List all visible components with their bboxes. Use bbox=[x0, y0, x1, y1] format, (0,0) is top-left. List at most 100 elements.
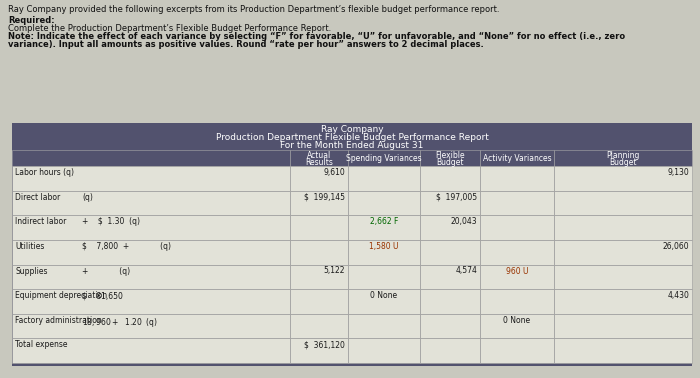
Text: 0 None: 0 None bbox=[370, 291, 398, 300]
Text: 4,430: 4,430 bbox=[667, 291, 689, 300]
Bar bbox=[290, 338, 348, 363]
Text: 26,060: 26,060 bbox=[662, 242, 689, 251]
Text: 0 None: 0 None bbox=[503, 316, 531, 325]
Bar bbox=[420, 191, 480, 215]
Text: 20,043: 20,043 bbox=[450, 217, 477, 226]
Bar bbox=[420, 338, 480, 363]
Bar bbox=[290, 166, 348, 191]
Bar bbox=[480, 338, 554, 363]
Text: Spending Variances: Spending Variances bbox=[346, 154, 422, 163]
Text: 9,130: 9,130 bbox=[667, 168, 689, 177]
Bar bbox=[12, 240, 290, 265]
Text: 960 U: 960 U bbox=[505, 266, 528, 276]
Text: Actual: Actual bbox=[307, 151, 331, 160]
Text: Required:: Required: bbox=[8, 16, 55, 25]
Text: $  197,005: $ 197,005 bbox=[436, 193, 477, 201]
Bar bbox=[348, 191, 420, 215]
Bar bbox=[12, 289, 290, 314]
Bar bbox=[420, 240, 480, 265]
Text: +             (q): + (q) bbox=[82, 266, 130, 276]
Bar bbox=[290, 289, 348, 314]
Bar bbox=[554, 215, 692, 240]
Bar bbox=[12, 215, 290, 240]
Bar bbox=[554, 191, 692, 215]
Bar bbox=[554, 314, 692, 338]
Text: Indirect labor: Indirect labor bbox=[15, 217, 66, 226]
Bar bbox=[348, 240, 420, 265]
Bar bbox=[290, 215, 348, 240]
Bar bbox=[420, 150, 480, 166]
Text: variance). Input all amounts as positive values. Round “rate per hour” answers t: variance). Input all amounts as positive… bbox=[8, 40, 484, 49]
Bar bbox=[480, 150, 554, 166]
Text: $  199,145: $ 199,145 bbox=[304, 193, 345, 201]
Bar bbox=[348, 314, 420, 338]
Text: Budget: Budget bbox=[436, 158, 463, 167]
Bar bbox=[554, 265, 692, 289]
Bar bbox=[348, 338, 420, 363]
Text: Factory administration: Factory administration bbox=[15, 316, 101, 325]
Text: For the Month Ended August 31: For the Month Ended August 31 bbox=[280, 141, 424, 150]
Bar bbox=[348, 215, 420, 240]
Text: Ray Company: Ray Company bbox=[321, 125, 384, 134]
Bar bbox=[554, 166, 692, 191]
Bar bbox=[290, 191, 348, 215]
Text: Budget: Budget bbox=[609, 158, 637, 167]
Text: Labor hours (q): Labor hours (q) bbox=[15, 168, 74, 177]
Text: 9,610: 9,610 bbox=[323, 168, 345, 177]
Text: Planning: Planning bbox=[606, 151, 640, 160]
Bar bbox=[420, 215, 480, 240]
Text: $    7,800  +             (q): $ 7,800 + (q) bbox=[82, 242, 171, 251]
Bar bbox=[12, 338, 290, 363]
Text: 4,574: 4,574 bbox=[455, 266, 477, 276]
Text: Production Department Flexible Budget Performance Report: Production Department Flexible Budget Pe… bbox=[216, 133, 489, 142]
Text: +    $  1.30  (q): + $ 1.30 (q) bbox=[82, 217, 140, 226]
Bar bbox=[348, 166, 420, 191]
Bar bbox=[480, 240, 554, 265]
Bar bbox=[290, 240, 348, 265]
Bar bbox=[554, 289, 692, 314]
Bar bbox=[480, 289, 554, 314]
Bar bbox=[480, 314, 554, 338]
Bar bbox=[554, 338, 692, 363]
Bar bbox=[480, 191, 554, 215]
Text: Supplies: Supplies bbox=[15, 266, 48, 276]
Bar bbox=[12, 265, 290, 289]
Bar bbox=[12, 166, 290, 191]
Bar bbox=[0, 0, 700, 120]
Text: (q): (q) bbox=[82, 193, 93, 201]
Text: Equipment depreciation: Equipment depreciation bbox=[15, 291, 107, 300]
Bar bbox=[348, 289, 420, 314]
Bar bbox=[12, 314, 290, 338]
Bar bbox=[554, 150, 692, 166]
Bar bbox=[12, 191, 290, 215]
Text: 1,580 U: 1,580 U bbox=[370, 242, 399, 251]
Text: 5,122: 5,122 bbox=[323, 266, 345, 276]
Text: Complete the Production Department’s Flexible Budget Performance Report.: Complete the Production Department’s Fle… bbox=[8, 24, 331, 33]
Bar bbox=[420, 289, 480, 314]
Text: Total expense: Total expense bbox=[15, 340, 67, 349]
Bar bbox=[348, 265, 420, 289]
Bar bbox=[480, 215, 554, 240]
Text: Flexible: Flexible bbox=[435, 151, 465, 160]
Text: 2,662 F: 2,662 F bbox=[370, 217, 398, 226]
Bar bbox=[420, 166, 480, 191]
Bar bbox=[290, 150, 348, 166]
Text: Utilities: Utilities bbox=[15, 242, 44, 251]
Bar bbox=[480, 265, 554, 289]
Text: Activity Variances: Activity Variances bbox=[483, 154, 552, 163]
Text: Results: Results bbox=[305, 158, 333, 167]
Bar bbox=[420, 314, 480, 338]
Text: $    18,960  +  $  1.20  (q): $ 18,960 + $ 1.20 (q) bbox=[82, 316, 158, 329]
Bar bbox=[12, 123, 692, 366]
Bar bbox=[420, 265, 480, 289]
Bar bbox=[348, 150, 420, 166]
Bar bbox=[480, 166, 554, 191]
Text: Note: Indicate the effect of each variance by selecting “F” for favorable, “U” f: Note: Indicate the effect of each varian… bbox=[8, 32, 625, 41]
Bar bbox=[290, 265, 348, 289]
Bar bbox=[12, 150, 290, 166]
Text: Direct labor: Direct labor bbox=[15, 193, 60, 201]
Text: $  361,120: $ 361,120 bbox=[304, 340, 345, 349]
Bar bbox=[290, 314, 348, 338]
Text: $    81,650: $ 81,650 bbox=[82, 291, 123, 300]
Bar bbox=[554, 240, 692, 265]
